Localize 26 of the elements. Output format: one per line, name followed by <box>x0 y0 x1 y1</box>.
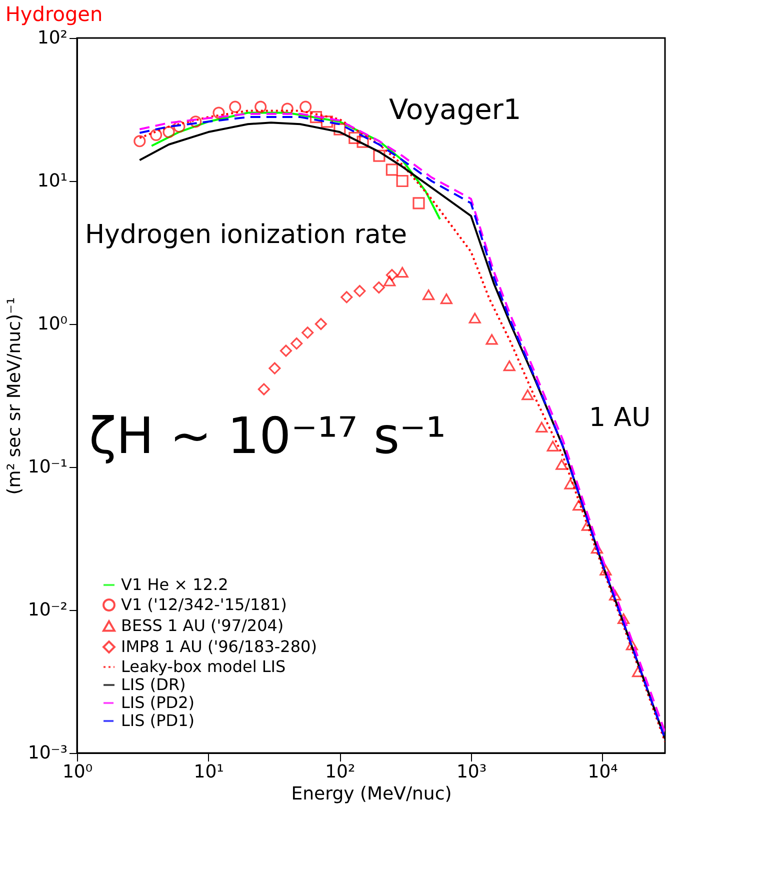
x-tick-label: 10³ <box>456 762 487 782</box>
y-tick-label: 10⁻³ <box>28 742 68 764</box>
annotation: Hydrogen ionization rate <box>85 220 408 250</box>
legend-label: LIS (DR) <box>121 675 186 694</box>
y-tick-label: 10⁻¹ <box>28 456 68 478</box>
x-tick-label: 10⁴ <box>588 762 618 782</box>
legend-label: BESS 1 AU ('97/204) <box>121 616 284 635</box>
y-tick-label: 10⁰ <box>37 314 68 334</box>
y-tick-label: 10⁻² <box>28 600 68 620</box>
legend-label: LIS (PD2) <box>121 693 195 712</box>
x-tick-label: 10⁰ <box>62 762 93 782</box>
x-axis-title: Energy (MeV/nuc) <box>291 784 452 804</box>
x-tick-label: 10¹ <box>194 762 224 782</box>
x-tick-label: 10² <box>325 762 356 782</box>
annotation: 1 AU <box>589 403 651 433</box>
y-axis-title: (m² sec sr MeV/nuc)⁻¹ <box>4 297 25 495</box>
legend-label: IMP8 1 AU ('96/183-280) <box>121 637 317 656</box>
legend-label: LIS (PD1) <box>121 711 195 730</box>
annotation: ζH ~ 10⁻¹⁷ s⁻¹ <box>89 407 446 465</box>
chart-title: Hydrogen <box>5 2 103 26</box>
y-tick-label: 10¹ <box>37 170 68 192</box>
legend-label: Leaky-box model LIS <box>121 657 286 676</box>
legend-label: V1 ('12/342-'15/181) <box>121 595 287 614</box>
annotation: Voyager1 <box>389 93 522 126</box>
y-tick-label: 10² <box>37 28 68 48</box>
legend-label: V1 He × 12.2 <box>121 575 228 594</box>
